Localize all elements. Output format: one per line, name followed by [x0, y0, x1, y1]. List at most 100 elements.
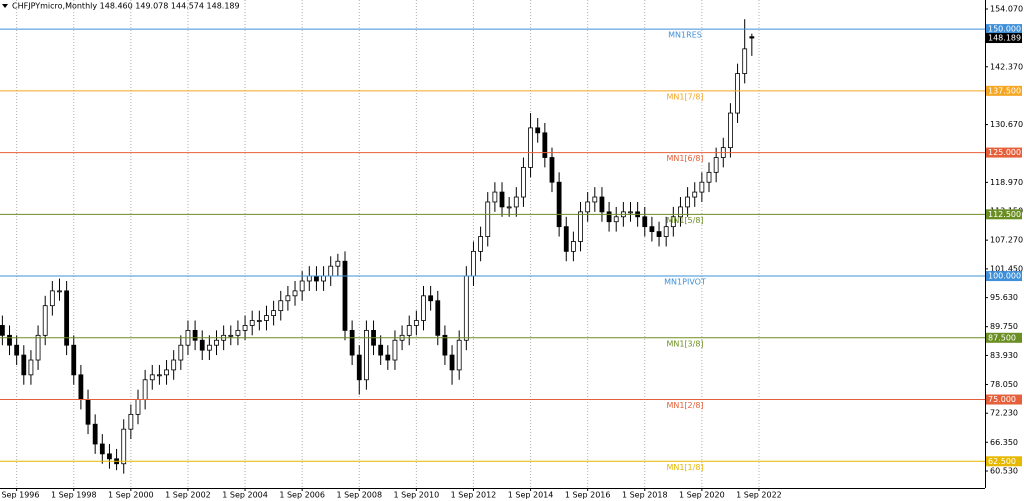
candle-body: [57, 290, 62, 293]
level-name: MN1[6/8]: [666, 154, 703, 163]
candle-body: [314, 275, 319, 282]
candle-body: [164, 369, 169, 376]
y-tick-label: 154.070: [990, 4, 1023, 13]
candle-body: [28, 359, 34, 376]
level-price-box: [986, 271, 1022, 282]
candle-body: [71, 344, 77, 376]
candle-body: [99, 443, 105, 455]
candle-body: [542, 132, 548, 158]
candle-body: [521, 166, 526, 198]
candle-body: [264, 315, 269, 321]
level-price-box: [986, 332, 1022, 343]
candle-body: [628, 211, 633, 214]
level-price: 150.000: [988, 25, 1021, 34]
level-price: 75.000: [988, 395, 1016, 404]
candle-body: [35, 334, 41, 361]
candle-body: [242, 325, 248, 331]
candle-body: [342, 260, 348, 331]
candle-body: [749, 36, 755, 39]
candle-body: [21, 354, 27, 376]
x-tick-label: 1 Sep 2002: [165, 491, 211, 500]
candle-body: [606, 211, 612, 223]
candle-body: [385, 354, 391, 361]
y-tick-label: 89.750: [990, 322, 1018, 331]
candle-body: [78, 374, 84, 400]
candle-body: [328, 265, 334, 277]
x-tick-label: 1 Sep 2006: [279, 491, 325, 500]
candle-body: [735, 73, 740, 114]
candle-body: [706, 171, 712, 183]
last-price-box: [986, 33, 1022, 44]
candle-body: [471, 250, 476, 277]
candle-body: [285, 295, 291, 302]
level-price-box: [986, 24, 1022, 35]
candle-body: [256, 320, 262, 322]
candle-body: [692, 191, 698, 198]
candle-body: [278, 300, 284, 312]
candle-body: [378, 344, 384, 356]
candle-body: [364, 329, 369, 381]
candle-body: [556, 181, 562, 228]
x-tick-label: 1 Sep 2012: [451, 491, 497, 500]
candle-body: [64, 290, 70, 346]
candle-body: [513, 196, 519, 208]
candle-body: [463, 275, 469, 341]
last-price: 148.189: [988, 34, 1021, 43]
y-tick-label: 60.530: [990, 467, 1018, 476]
y-tick-label: 142.370: [990, 62, 1023, 71]
candle-body: [435, 300, 441, 336]
candle-body: [356, 354, 362, 381]
candle-body: [85, 399, 91, 425]
candle-body: [142, 379, 148, 400]
y-tick-label: 107.270: [990, 236, 1023, 245]
x-tick-label: 1 Sep 2010: [394, 491, 440, 500]
candle-body: [149, 374, 155, 381]
candle-body: [478, 236, 484, 252]
candle-body: [728, 112, 733, 149]
candle-body: [742, 48, 748, 74]
candle-body: [14, 344, 20, 356]
candle-body: [235, 329, 241, 336]
level-price: 125.000: [988, 148, 1021, 157]
candle-body: [685, 196, 690, 208]
candle-body: [528, 127, 533, 168]
candle-body: [321, 275, 326, 282]
candle-body: [192, 329, 198, 341]
candle-body: [92, 423, 98, 445]
candle-body: [335, 260, 341, 267]
candle-body: [678, 206, 683, 218]
candle-body: [442, 334, 448, 356]
candle-body: [306, 275, 312, 282]
level-price-box: [986, 147, 1022, 158]
candle-body: [592, 196, 598, 203]
candle-body: [178, 344, 184, 361]
level-name: MN1[1/8]: [666, 463, 703, 472]
candle-body: [656, 231, 662, 237]
candle-body: [42, 305, 48, 336]
x-tick-label: 1 Sep 2016: [565, 491, 611, 500]
candle-body: [135, 399, 141, 415]
candle-body: [699, 181, 705, 193]
level-price: 100.000: [988, 272, 1021, 281]
y-tick-label: 78.050: [990, 380, 1018, 389]
x-tick-label: 1 Sep 2020: [679, 491, 725, 500]
candle-body: [535, 127, 541, 134]
candle-body: [214, 339, 219, 346]
candle-body: [585, 201, 591, 213]
level-price-box: [986, 394, 1022, 405]
candle-body: [199, 339, 205, 351]
menu-triangle[interactable]: [2, 4, 8, 8]
candle-body: [599, 196, 605, 213]
level-name: MN1[5/8]: [666, 216, 703, 225]
x-tick-label: 1 Sep 2022: [736, 491, 782, 500]
y-tick-label: 130.670: [990, 120, 1023, 129]
candle-body: [492, 191, 498, 203]
candle-body: [428, 295, 434, 302]
candle-body: [228, 334, 234, 337]
candle-body: [649, 226, 655, 233]
candle-body: [121, 428, 127, 465]
level-price-box: [986, 456, 1022, 467]
candle-body: [413, 320, 419, 326]
level-name: MN1RES: [668, 31, 702, 40]
